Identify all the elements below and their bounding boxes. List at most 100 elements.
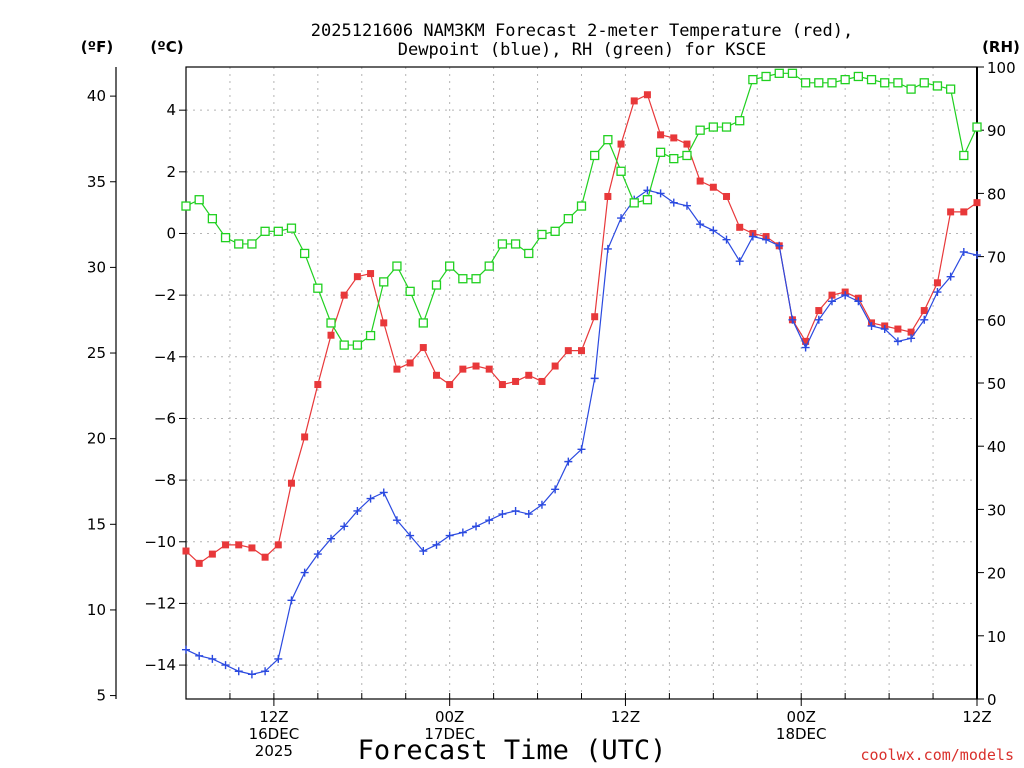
temperature-point xyxy=(314,381,322,389)
rh-point xyxy=(774,68,784,78)
rh-point xyxy=(207,214,218,224)
celsius-tick-label: −2 xyxy=(154,286,176,304)
rh-point xyxy=(431,280,442,290)
rh-unit-label: (RH) xyxy=(982,38,1020,56)
temperature-point xyxy=(367,270,375,278)
grid-lines xyxy=(186,67,977,699)
dewpoint-point xyxy=(577,445,586,454)
temperature-point xyxy=(446,381,454,389)
temperature-point xyxy=(380,319,388,327)
dewpoint-point xyxy=(379,488,388,497)
dewpoint-point xyxy=(682,201,691,210)
temperature-point xyxy=(894,325,902,333)
temperature-point xyxy=(248,544,256,552)
fahrenheit-tick-label: 35 xyxy=(87,173,106,191)
temperature-point xyxy=(564,347,572,355)
temperature-point xyxy=(261,553,269,561)
dewpoint-point xyxy=(392,516,401,525)
dewpoint-point xyxy=(959,247,968,256)
rh-point xyxy=(365,330,376,341)
temperature-point xyxy=(578,347,585,355)
rh-point xyxy=(853,71,863,82)
temperature-point xyxy=(723,192,731,200)
rh-point xyxy=(313,283,323,293)
celsius-tick-label: −6 xyxy=(154,409,176,427)
time-tick-label: 12Z xyxy=(962,708,991,726)
dewpoint-point xyxy=(735,257,744,266)
rh-point xyxy=(537,229,547,240)
chart-title-line-2: Dewpoint (blue), RH (green) for KSCE xyxy=(398,40,766,60)
rh-point xyxy=(379,277,389,287)
temperature-point xyxy=(907,328,915,336)
dewpoint-point xyxy=(485,516,494,525)
dewpoint-point xyxy=(603,244,612,253)
dewpoint-point xyxy=(841,291,850,300)
dewpoint-point xyxy=(907,334,916,343)
series-dewpoint xyxy=(182,186,981,679)
rh-tick-label: 50 xyxy=(987,375,1006,393)
rh-point xyxy=(458,274,468,284)
dewpoint-point xyxy=(300,568,309,577)
temperature-point xyxy=(406,359,414,367)
rh-point xyxy=(945,84,956,94)
dewpoint-point xyxy=(182,645,190,654)
dewpoint-point xyxy=(867,321,876,330)
temperature-point xyxy=(393,365,401,373)
rh-point xyxy=(220,232,231,243)
celsius-tick-label: −12 xyxy=(144,594,176,612)
credit-text: coolwx.com/models xyxy=(860,746,1014,764)
celsius-tick-label: −14 xyxy=(144,656,176,674)
time-tick-label: 00Z xyxy=(787,708,816,726)
fahrenheit-tick-label: 40 xyxy=(87,87,106,105)
dewpoint-point xyxy=(696,220,705,229)
rh-point xyxy=(405,286,415,297)
rh-point xyxy=(326,318,336,328)
rh-point xyxy=(590,150,600,161)
fahrenheit-tick-label: 25 xyxy=(87,344,106,362)
rh-point xyxy=(932,81,943,91)
temperature-point xyxy=(353,273,361,281)
dewpoint-point xyxy=(340,522,349,531)
temperature-point xyxy=(208,550,216,558)
temperature-point xyxy=(485,365,493,373)
temperature-point xyxy=(960,208,968,216)
temperature-point xyxy=(670,134,678,142)
rh-point xyxy=(247,239,257,249)
rh-tick-label: 10 xyxy=(987,628,1006,646)
rh-tick-label: 20 xyxy=(987,565,1006,583)
temperature-point xyxy=(696,177,704,185)
rh-point xyxy=(800,78,811,88)
dewpoint-point xyxy=(880,325,889,334)
celsius-tick-label: −4 xyxy=(154,348,176,366)
time-tick-label: 18DEC xyxy=(776,725,827,743)
fahrenheit-tick-label: 5 xyxy=(96,687,106,705)
fahrenheit-tick-label: 15 xyxy=(87,515,106,533)
dewpoint-point xyxy=(973,251,981,260)
temperature-point xyxy=(222,541,230,549)
time-tick-label: 2025 xyxy=(255,742,293,760)
rh-point xyxy=(234,239,244,249)
temperature-point xyxy=(709,183,717,191)
rh-point xyxy=(471,274,481,284)
rh-point xyxy=(418,318,428,328)
dewpoint-point xyxy=(221,661,230,670)
dewpoint-point xyxy=(195,651,204,660)
rh-point xyxy=(972,122,982,132)
dewpoint-point xyxy=(551,485,560,494)
rh-point xyxy=(445,261,455,271)
rh-point xyxy=(642,195,653,205)
temperature-point xyxy=(182,547,190,555)
temperature-point xyxy=(551,362,559,370)
temperature-point xyxy=(802,337,810,345)
temperature-point xyxy=(235,541,243,549)
temperature-point xyxy=(920,307,928,315)
temperature-point xyxy=(525,371,533,379)
time-tick-label: 12Z xyxy=(259,708,288,726)
rh-tick-label: 30 xyxy=(987,501,1006,519)
dewpoint-point xyxy=(788,315,797,324)
rh-point xyxy=(273,226,283,236)
dewpoint-point xyxy=(854,297,863,306)
temperature-point xyxy=(591,313,599,321)
rh-tick-label: 80 xyxy=(987,185,1006,203)
dewpoint-point xyxy=(247,670,256,679)
